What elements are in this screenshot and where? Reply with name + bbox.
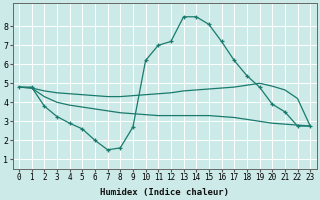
X-axis label: Humidex (Indice chaleur): Humidex (Indice chaleur) xyxy=(100,188,229,197)
